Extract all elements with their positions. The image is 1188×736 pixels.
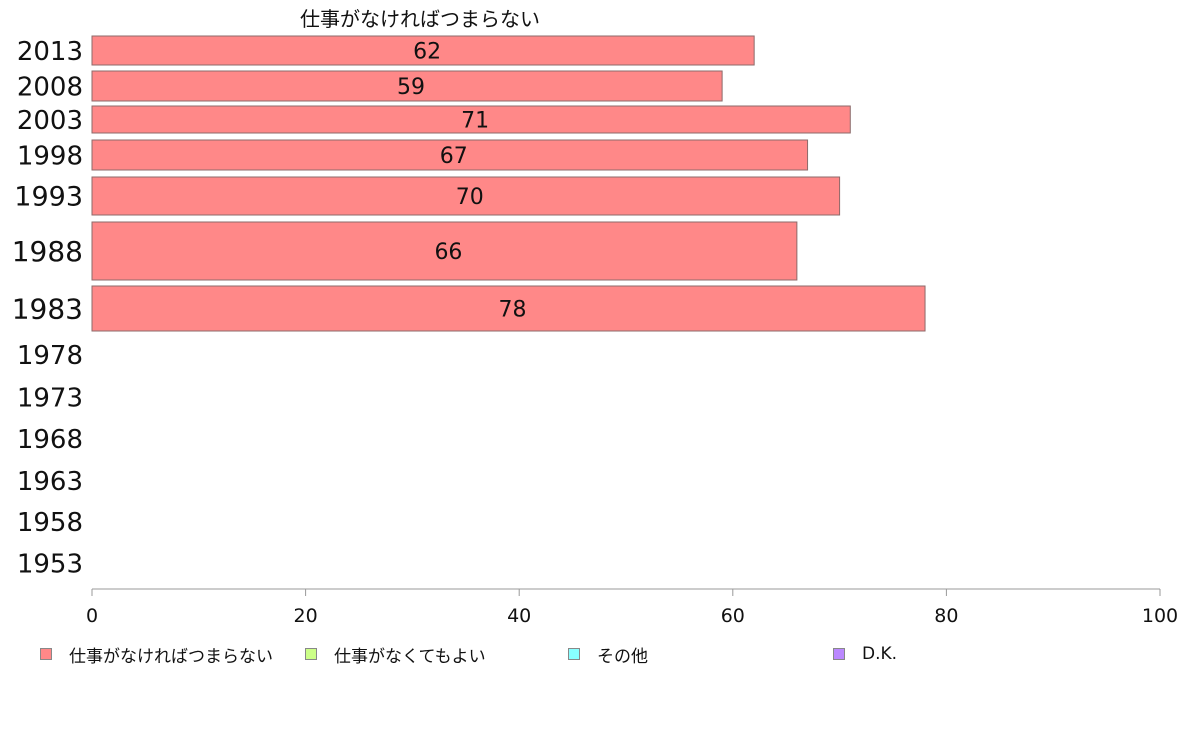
legend-label: 仕事がなければつまらない	[69, 646, 273, 667]
x-tick-label: 20	[294, 605, 318, 627]
chart-title: 仕事がなければつまらない	[300, 7, 540, 31]
data-label: 71	[461, 109, 489, 134]
y-axis-labels: 2013 2008 2003 1998 1993 1988 1983 1978 1973 1968…	[12, 37, 83, 579]
legend-label: その他	[597, 646, 648, 667]
x-tick-label: 80	[934, 605, 958, 627]
bar	[91, 221, 798, 281]
y-tick-label: 1998	[17, 141, 83, 171]
legend-swatch	[568, 648, 580, 660]
y-tick-label: 1958	[17, 508, 83, 538]
legend-item: D.K.	[833, 640, 897, 668]
y-tick-label: 2013	[17, 37, 83, 67]
x-tick-label: 40	[507, 605, 531, 627]
x-tick-label: 60	[721, 605, 745, 627]
data-label: 70	[456, 185, 484, 210]
bar	[91, 176, 841, 216]
legend-swatch	[305, 648, 317, 660]
bar	[91, 105, 851, 134]
legend-item: その他	[568, 640, 648, 668]
y-tick-label: 1993	[14, 182, 83, 213]
legend-label: 仕事がなくてもよい	[334, 646, 486, 667]
legend-label: D.K.	[862, 644, 898, 664]
y-tick-label: 1953	[17, 549, 83, 579]
x-tick-label: 0	[86, 605, 98, 627]
legend-item: 仕事がなければつまらない	[40, 640, 273, 668]
y-tick-label: 1988	[12, 235, 83, 268]
y-tick-label: 1963	[17, 467, 83, 497]
legend-swatch	[40, 648, 52, 660]
bar	[91, 35, 755, 66]
bar	[91, 285, 926, 332]
data-label: 59	[397, 75, 425, 100]
bar	[91, 70, 723, 102]
x-tick-label: 100	[1142, 605, 1178, 627]
legend-swatch	[833, 648, 845, 660]
data-label: 66	[434, 240, 462, 265]
data-label: 62	[413, 40, 441, 65]
y-tick-label: 1983	[12, 293, 83, 326]
chart: 仕事がなければつまらない 62 59 71 67 70 66 78 2013 2008 2003…	[12, 7, 1178, 627]
y-tick-label: 2008	[17, 72, 83, 102]
y-tick-label: 1968	[17, 425, 83, 455]
y-tick-label: 1973	[17, 383, 83, 413]
y-tick-label: 1978	[17, 341, 83, 371]
y-tick-label: 2003	[17, 106, 83, 136]
legend: 仕事がなければつまらない 仕事がなくてもよい その他 D.K.	[0, 640, 1188, 668]
data-label: 67	[440, 144, 468, 169]
data-label: 78	[499, 298, 527, 323]
bars-group: 62 59 71 67 70 66 78	[91, 35, 926, 332]
legend-item: 仕事がなくてもよい	[305, 640, 486, 668]
x-axis: 0 20 40 60 80 100	[86, 588, 1178, 627]
bar	[91, 139, 809, 171]
